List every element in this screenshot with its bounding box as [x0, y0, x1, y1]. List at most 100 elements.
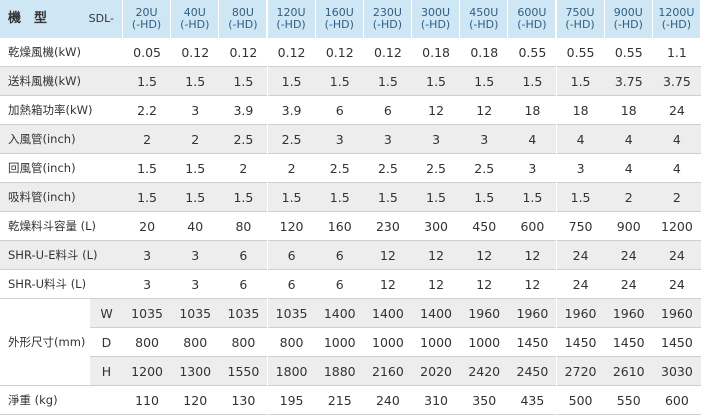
- value-cell: 6: [315, 270, 364, 299]
- value-cell: 1400: [363, 299, 412, 328]
- value-cell: 2.5: [267, 125, 316, 154]
- value-cell: 1.5: [556, 67, 605, 96]
- row-label: 加熱箱功率(kW): [0, 96, 123, 125]
- column-suffix: (-HD): [517, 18, 547, 31]
- column-suffix: (-HD): [661, 18, 692, 31]
- value-cell: 1.5: [219, 183, 268, 212]
- value-cell: 1.5: [363, 67, 412, 96]
- column-header: 20U (-HD): [123, 0, 172, 38]
- value-cell: 1200: [652, 212, 701, 241]
- value-cell: 12: [460, 270, 509, 299]
- value-cell: 12: [412, 96, 461, 125]
- value-cell: 1.5: [508, 183, 557, 212]
- column-name: 120U: [276, 6, 306, 19]
- value-cell: 1960: [460, 299, 509, 328]
- column-name: 20U: [135, 6, 158, 19]
- value-cell: 12: [363, 241, 412, 270]
- value-cell: 24: [604, 270, 653, 299]
- sub-row-label: D: [90, 328, 123, 357]
- value-cell: 3: [123, 241, 172, 270]
- column-name: 1200U: [658, 6, 695, 19]
- value-cell: 1.1: [652, 38, 701, 67]
- value-cell: 3: [460, 125, 509, 154]
- value-cell: 1.5: [363, 183, 412, 212]
- value-cell: 2450: [508, 357, 557, 386]
- value-cell: 1.5: [171, 183, 220, 212]
- value-cell: 1.5: [556, 183, 605, 212]
- value-cell: 1.5: [123, 183, 172, 212]
- column-suffix: (-HD): [324, 18, 354, 31]
- value-cell: 160: [315, 212, 364, 241]
- column-header: 80U (-HD): [219, 0, 268, 38]
- value-cell: 2: [652, 183, 701, 212]
- value-cell: 0.12: [315, 38, 364, 67]
- value-cell: 1.5: [460, 183, 509, 212]
- column-name: 900U: [613, 6, 643, 19]
- value-cell: 4: [556, 125, 605, 154]
- value-cell: 0.55: [556, 38, 605, 67]
- value-cell: 1400: [412, 299, 461, 328]
- value-cell: 12: [412, 270, 461, 299]
- column-name: 750U: [565, 6, 595, 19]
- column-name: 80U: [231, 6, 254, 19]
- value-cell: 12: [363, 270, 412, 299]
- column-suffix: (-HD): [131, 18, 162, 31]
- value-cell: 1.5: [412, 67, 461, 96]
- value-cell: 1300: [171, 357, 220, 386]
- value-cell: 18: [508, 96, 557, 125]
- value-cell: 6: [267, 241, 316, 270]
- value-cell: 230: [363, 212, 412, 241]
- value-cell: 20: [123, 212, 172, 241]
- column-suffix: (-HD): [180, 18, 210, 31]
- value-cell: 3030: [652, 357, 701, 386]
- header-label: 機 型 SDL-: [0, 0, 123, 38]
- model-prefix: SDL-: [88, 12, 114, 25]
- value-cell: 0.18: [412, 38, 461, 67]
- value-cell: 3.75: [604, 67, 653, 96]
- value-cell: 2: [219, 154, 268, 183]
- column-suffix: (-HD): [613, 18, 643, 31]
- row-label: SHR-U-E料斗 (L): [0, 241, 123, 270]
- column-header: 160U (-HD): [315, 0, 364, 38]
- column-header: 600U (-HD): [508, 0, 557, 38]
- value-cell: 2720: [556, 357, 605, 386]
- value-cell: 550: [604, 386, 653, 415]
- value-cell: 1400: [315, 299, 364, 328]
- value-cell: 500: [556, 386, 605, 415]
- value-cell: 0.05: [123, 38, 172, 67]
- value-cell: 3: [315, 125, 364, 154]
- value-cell: 2.5: [363, 154, 412, 183]
- value-cell: 1.5: [123, 154, 172, 183]
- value-cell: 435: [508, 386, 557, 415]
- column-suffix: (-HD): [469, 18, 499, 31]
- value-cell: 2020: [412, 357, 461, 386]
- value-cell: 310: [412, 386, 461, 415]
- value-cell: 12: [412, 241, 461, 270]
- row-label: SHR-U料斗 (L): [0, 270, 123, 299]
- value-cell: 0.12: [219, 38, 268, 67]
- value-cell: 1.5: [171, 154, 220, 183]
- value-cell: 110: [123, 386, 172, 415]
- value-cell: 2.5: [315, 154, 364, 183]
- value-cell: 600: [508, 212, 557, 241]
- value-cell: 24: [652, 96, 701, 125]
- column-header: 1200U (-HD): [652, 0, 701, 38]
- value-cell: 12: [460, 96, 509, 125]
- value-cell: 4: [508, 125, 557, 154]
- value-cell: 0.55: [508, 38, 557, 67]
- value-cell: 195: [267, 386, 316, 415]
- row-label: 入風管(inch): [0, 125, 123, 154]
- value-cell: 1.5: [412, 183, 461, 212]
- column-name: 300U: [421, 6, 451, 19]
- value-cell: 24: [652, 241, 701, 270]
- value-cell: 6: [267, 270, 316, 299]
- row-label: 吸料管(inch): [0, 183, 123, 212]
- value-cell: 1960: [508, 299, 557, 328]
- value-cell: 2.2: [123, 96, 172, 125]
- value-cell: 1.5: [171, 67, 220, 96]
- value-cell: 2.5: [460, 154, 509, 183]
- value-cell: 0.55: [604, 38, 653, 67]
- value-cell: 120: [267, 212, 316, 241]
- value-cell: 18: [604, 96, 653, 125]
- column-header: 120U (-HD): [267, 0, 316, 38]
